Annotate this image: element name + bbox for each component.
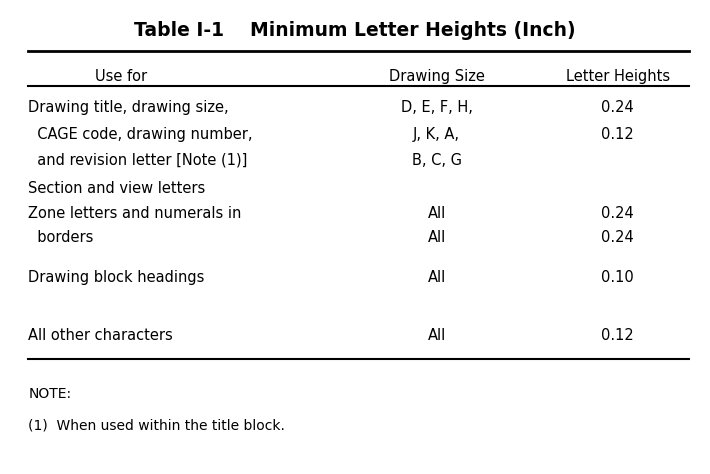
Text: 0.12: 0.12 [601, 127, 634, 142]
Text: 0.10: 0.10 [601, 270, 634, 285]
Text: (1)  When used within the title block.: (1) When used within the title block. [28, 418, 285, 432]
Text: Drawing Size: Drawing Size [388, 69, 485, 84]
Text: NOTE:: NOTE: [28, 387, 72, 401]
Text: and revision letter [Note (1)]: and revision letter [Note (1)] [28, 153, 248, 168]
Text: 0.24: 0.24 [601, 100, 634, 116]
Text: D, E, F, H,: D, E, F, H, [400, 100, 473, 116]
Text: 0.24: 0.24 [601, 206, 634, 221]
Text: All other characters: All other characters [28, 328, 173, 343]
Text: J, K, A,: J, K, A, [413, 127, 460, 142]
Text: Table I-1    Minimum Letter Heights (Inch): Table I-1 Minimum Letter Heights (Inch) [134, 21, 576, 40]
Text: All: All [427, 206, 446, 221]
Text: Use for: Use for [94, 69, 147, 84]
Text: B, C, G: B, C, G [412, 153, 462, 168]
Text: Drawing block headings: Drawing block headings [28, 270, 204, 285]
Text: 0.24: 0.24 [601, 230, 634, 246]
Text: borders: borders [28, 230, 94, 246]
Text: Zone letters and numerals in: Zone letters and numerals in [28, 206, 242, 221]
Text: Drawing title, drawing size,: Drawing title, drawing size, [28, 100, 229, 116]
Text: Letter Heights: Letter Heights [566, 69, 670, 84]
Text: All: All [427, 230, 446, 246]
Text: CAGE code, drawing number,: CAGE code, drawing number, [28, 127, 253, 142]
Text: Section and view letters: Section and view letters [28, 181, 206, 196]
Text: 0.12: 0.12 [601, 328, 634, 343]
Text: All: All [427, 328, 446, 343]
Text: All: All [427, 270, 446, 285]
